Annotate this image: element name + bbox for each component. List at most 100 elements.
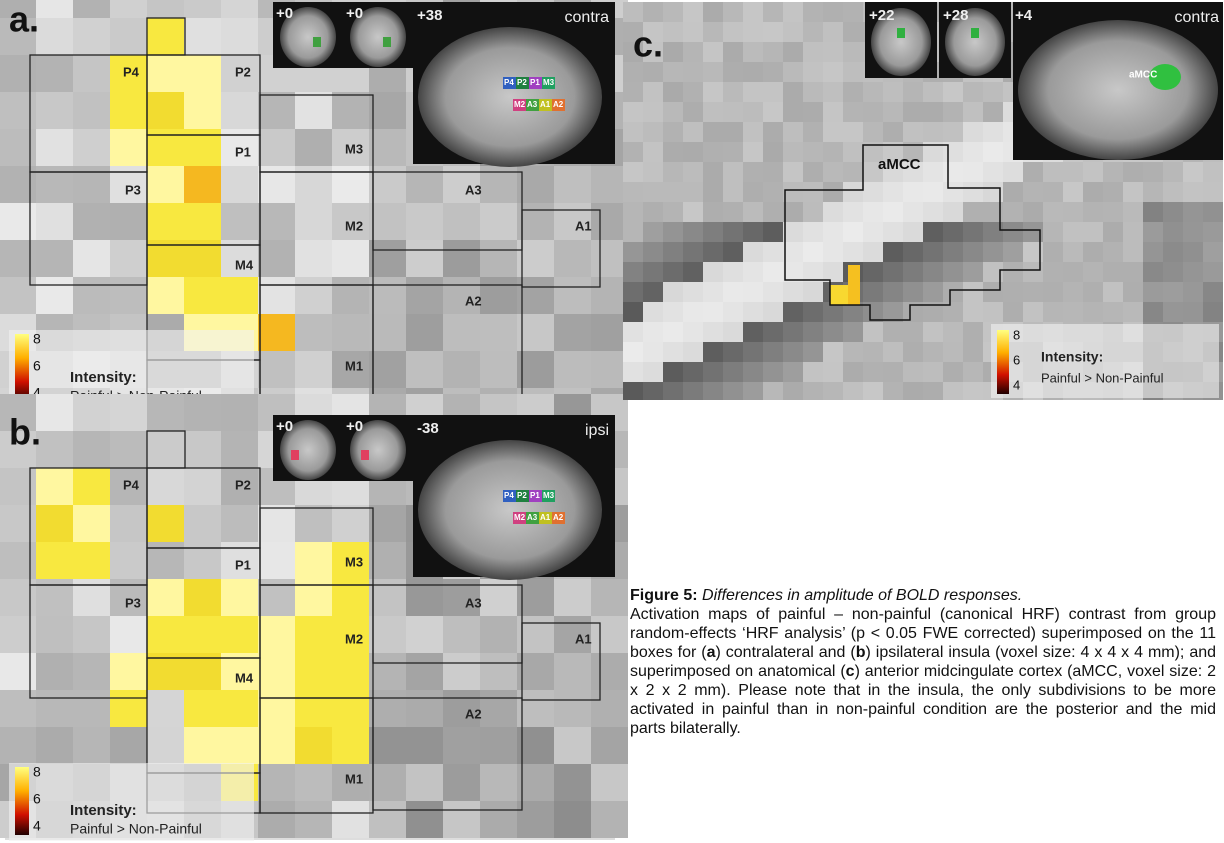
box-label: P4 bbox=[123, 64, 140, 79]
voxel bbox=[623, 222, 643, 242]
voxel bbox=[517, 764, 554, 801]
voxel bbox=[963, 122, 983, 142]
slice-coordinate: +38 bbox=[417, 7, 442, 24]
voxel bbox=[883, 102, 903, 122]
voxel bbox=[480, 801, 517, 838]
voxel bbox=[883, 342, 903, 362]
voxel bbox=[803, 202, 823, 222]
voxel bbox=[923, 262, 943, 282]
voxel bbox=[1023, 162, 1043, 182]
voxel bbox=[703, 362, 723, 382]
slice-coordinate: -38 bbox=[417, 420, 439, 437]
voxel bbox=[406, 616, 443, 653]
voxel bbox=[643, 182, 663, 202]
voxel bbox=[1183, 302, 1203, 322]
voxel bbox=[554, 801, 591, 838]
voxel bbox=[1043, 242, 1063, 262]
voxel bbox=[663, 282, 683, 302]
voxel bbox=[1043, 182, 1063, 202]
colorbar-tick: 6 bbox=[33, 791, 41, 807]
legend-bg bbox=[991, 324, 1219, 398]
voxel bbox=[1003, 262, 1023, 282]
voxel bbox=[783, 282, 803, 302]
box-label: M4 bbox=[235, 257, 254, 272]
voxel bbox=[295, 314, 332, 351]
voxel bbox=[703, 142, 723, 162]
voxel bbox=[369, 801, 406, 838]
voxel bbox=[295, 203, 332, 240]
voxel bbox=[683, 162, 703, 182]
voxel bbox=[1003, 202, 1023, 222]
voxel bbox=[1023, 302, 1043, 322]
voxel bbox=[258, 351, 295, 388]
voxel bbox=[1103, 202, 1123, 222]
inset-activation bbox=[1149, 64, 1181, 90]
voxel bbox=[73, 203, 110, 240]
voxel bbox=[591, 690, 628, 727]
voxel bbox=[783, 302, 803, 322]
colorbar-title: Intensity: bbox=[70, 802, 137, 819]
voxel bbox=[1143, 242, 1163, 262]
panel-letter: b. bbox=[9, 412, 41, 453]
voxel bbox=[723, 42, 743, 62]
voxel bbox=[1103, 222, 1123, 242]
voxel bbox=[147, 468, 184, 505]
voxel bbox=[743, 102, 763, 122]
voxel bbox=[369, 727, 406, 764]
voxel bbox=[723, 322, 743, 342]
voxel bbox=[480, 277, 517, 314]
active-voxel bbox=[184, 203, 221, 240]
voxel bbox=[623, 362, 643, 382]
voxel bbox=[763, 2, 783, 22]
box-label: A3 bbox=[465, 595, 482, 610]
voxel bbox=[443, 764, 480, 801]
voxel bbox=[36, 0, 73, 18]
voxel bbox=[1143, 222, 1163, 242]
voxel bbox=[643, 322, 663, 342]
region-label: aMCC bbox=[878, 156, 921, 173]
voxel bbox=[683, 82, 703, 102]
voxel bbox=[843, 242, 863, 262]
voxel bbox=[110, 468, 147, 505]
voxel bbox=[903, 162, 923, 182]
voxel bbox=[110, 394, 147, 431]
box-label: A2 bbox=[465, 293, 482, 308]
active-voxel bbox=[184, 579, 221, 616]
voxel bbox=[883, 362, 903, 382]
voxel bbox=[591, 203, 628, 240]
voxel bbox=[110, 431, 147, 468]
box-outline bbox=[521, 622, 601, 701]
voxel bbox=[663, 322, 683, 342]
active-voxel bbox=[332, 542, 369, 579]
voxel bbox=[221, 394, 258, 431]
voxel bbox=[743, 202, 763, 222]
voxel bbox=[443, 351, 480, 388]
voxel bbox=[406, 203, 443, 240]
voxel bbox=[663, 142, 683, 162]
voxel bbox=[723, 302, 743, 322]
voxel bbox=[663, 182, 683, 202]
voxel bbox=[110, 18, 147, 55]
voxel bbox=[723, 282, 743, 302]
voxel bbox=[643, 162, 663, 182]
voxel bbox=[184, 431, 221, 468]
inset-box bbox=[513, 99, 526, 111]
voxel bbox=[703, 242, 723, 262]
voxel bbox=[843, 2, 863, 22]
voxel bbox=[943, 162, 963, 182]
caption-text: ) ipsilateral insula (voxel size: 4 x 4 … bbox=[630, 644, 1217, 680]
voxel bbox=[1023, 202, 1043, 222]
active-voxel bbox=[184, 92, 221, 129]
voxel bbox=[883, 142, 903, 162]
coronal-slice bbox=[871, 8, 931, 76]
voxel bbox=[803, 122, 823, 142]
inset-box-label: A1 bbox=[540, 513, 551, 522]
voxel bbox=[863, 282, 883, 302]
voxel bbox=[623, 262, 643, 282]
colorbar-tick: 8 bbox=[33, 764, 41, 780]
active-voxel bbox=[110, 129, 147, 166]
voxel bbox=[623, 342, 643, 362]
voxel bbox=[623, 82, 643, 102]
